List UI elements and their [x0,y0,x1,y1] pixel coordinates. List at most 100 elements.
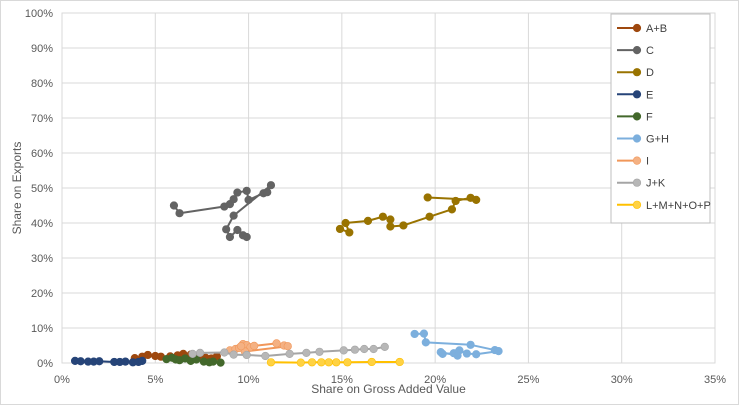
data-point [266,181,276,190]
legend-label: A+B [646,23,667,35]
y-tick-label: 20% [31,288,53,300]
y-tick-label: 30% [31,253,53,265]
legend-label: E [646,89,653,101]
data-point [229,350,238,359]
y-tick-label: 40% [31,218,53,230]
data-point [317,358,326,367]
x-axis-title: Share on Gross Added Value [311,382,466,396]
data-point [462,349,471,358]
data-point [421,338,430,347]
series-l-m-n-o-p [266,357,404,367]
series-i [225,339,292,356]
data-point [466,340,475,349]
data-point [494,347,503,356]
data-point [272,339,281,348]
data-point [95,357,104,366]
legend-marker [632,112,642,121]
data-point [315,347,324,356]
data-point [266,358,276,367]
legend-label: C [646,45,654,57]
data-point [175,209,184,218]
data-point [425,212,434,221]
data-point [242,186,251,195]
data-point [263,188,272,197]
legend-marker [632,90,642,99]
data-point [378,212,388,221]
y-axis-title: Share on Exports [10,142,24,235]
legend-box [610,13,711,224]
legend-marker [632,156,642,165]
legend-marker [632,134,642,143]
y-tick-label: 80% [31,78,53,90]
legend-marker [632,45,642,55]
data-point [237,342,246,351]
data-point [229,211,238,220]
data-point [350,345,360,354]
y-tick-label: 50% [31,183,53,195]
data-point [138,356,147,366]
data-point [419,329,429,338]
data-point [399,221,408,230]
legend-marker [632,200,642,209]
data-point [335,224,345,234]
data-point [192,355,201,364]
legend-label: I [646,156,649,168]
data-point [233,225,242,235]
data-point [225,232,235,242]
data-point [447,205,457,214]
x-tick-label: 5% [147,374,163,386]
series-g-h [410,329,503,360]
legend-item: A+B [617,23,667,35]
x-tick-label: 0% [54,374,70,386]
data-point [195,348,205,357]
data-point [285,349,294,359]
legend-item: E [617,89,653,101]
data-point [410,329,419,339]
legend-marker [632,23,642,33]
data-point [472,195,481,204]
data-point [302,348,311,357]
x-tick-label: 30% [611,374,633,386]
data-point [472,350,481,359]
y-tick-label: 100% [25,8,53,20]
data-point [296,358,305,367]
data-point [360,344,369,354]
x-tick-label: 35% [704,374,726,386]
data-point [307,358,317,367]
legend-label: L+M+N+O+P [646,200,711,212]
legend-item: F [617,111,653,123]
data-point [209,357,218,366]
data-point [386,222,395,231]
legend-label: D [646,67,654,79]
series-c [169,181,276,242]
data-point [386,215,395,224]
data-point [244,195,253,204]
data-point [250,341,259,350]
series-d [335,193,481,237]
legend-item: L+M+N+O+P [617,200,711,212]
data-point [436,348,445,357]
data-point [341,218,350,228]
data-point [143,350,152,360]
data-point [369,344,378,354]
data-point [380,342,389,352]
y-tick-label: 60% [31,148,53,160]
data-point [332,358,341,367]
data-point [395,357,404,367]
legend-label: J+K [646,178,666,190]
data-point [188,349,197,359]
data-point [222,225,231,234]
series-j-k [188,342,389,361]
data-point [453,351,462,360]
data-point [367,357,376,367]
data-point [220,348,229,357]
data-point [121,357,130,366]
legend-marker [632,68,642,77]
legend-item: C [617,45,654,57]
data-point [76,357,85,366]
legend-item: G+H [617,134,669,146]
data-point [216,358,225,367]
data-point [324,358,333,367]
